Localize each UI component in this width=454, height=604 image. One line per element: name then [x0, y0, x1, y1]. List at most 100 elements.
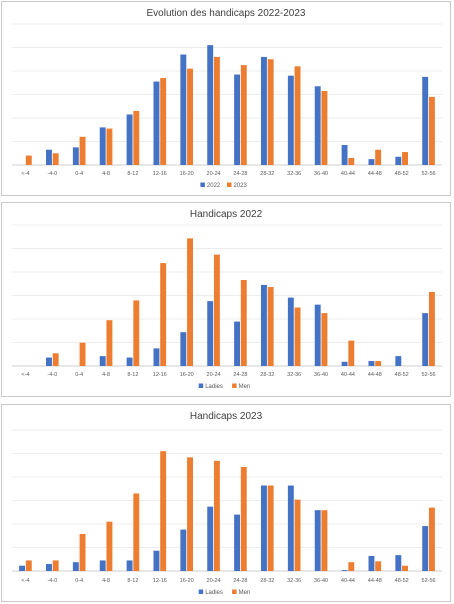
bar-men--4-0 [52, 560, 59, 571]
bar-2023-44-48 [375, 149, 382, 165]
bar-ladies-28-32 [261, 284, 267, 366]
x-tick-label: 28-32 [260, 372, 274, 378]
x-tick-label: 20-24 [207, 578, 221, 584]
bar-men-8-12 [133, 300, 140, 366]
bar-2022-0-4 [72, 147, 79, 165]
bar-2023--4-0 [52, 153, 59, 165]
legend-label-2022: 2022 [207, 183, 221, 189]
x-tick-label: 8-12 [127, 171, 138, 177]
bar-ladies-40-44 [341, 570, 348, 571]
bar-men-44-48 [375, 561, 382, 571]
x-tick-label: 4-8 [102, 372, 110, 378]
bar-2022-40-44 [341, 145, 348, 165]
x-tick-label: 12-16 [153, 372, 167, 378]
x-tick-label: 36-40 [314, 171, 328, 177]
x-tick-label: 20-24 [207, 372, 221, 378]
x-tick-label: 32-36 [287, 372, 301, 378]
x-tick-label: 16-20 [180, 578, 194, 584]
bar-ladies-48-52 [395, 555, 402, 571]
x-tick-label: 32-36 [287, 171, 301, 177]
bar-men-28-32 [267, 287, 274, 366]
x-tick-label: <-4 [21, 171, 29, 177]
bar-men-24-28 [240, 279, 247, 366]
x-tick-label: 4-8 [102, 578, 110, 584]
bar-men-16-20 [187, 238, 193, 366]
bar-2022-28-32 [261, 56, 267, 165]
legend-swatch-ladies [198, 589, 204, 594]
bar-men-20-24 [213, 460, 220, 571]
bar-2023-<-4 [25, 155, 32, 165]
x-tick-label: 20-24 [207, 171, 221, 177]
legend-label-ladies: Ladies [205, 590, 223, 596]
x-tick-label: 24-28 [233, 578, 247, 584]
bar-2022-36-40 [314, 86, 321, 165]
bar-ladies-20-24 [207, 506, 214, 571]
x-tick-label: <-4 [21, 372, 29, 378]
x-tick-label: 16-20 [180, 171, 194, 177]
bar-ladies-32-36 [287, 485, 294, 571]
bar-2022-12-16 [153, 81, 160, 165]
bar-2022-48-52 [395, 156, 402, 165]
x-tick-label: 8-12 [127, 578, 138, 584]
bar-men-4-8 [106, 320, 113, 366]
bar-men-12-16 [160, 451, 167, 571]
bar-ladies-16-20 [180, 332, 187, 366]
bar-2022-8-12 [126, 114, 133, 165]
bar-2023-52-56 [428, 96, 435, 165]
bar-ladies-28-32 [261, 485, 267, 571]
x-tick-label: 28-32 [260, 578, 274, 584]
chart-title: Handicaps 2023 [189, 411, 263, 422]
bar-men-36-40 [321, 510, 328, 571]
bar-ladies-16-20 [180, 529, 187, 571]
bar-2023-28-32 [267, 59, 274, 165]
bar-ladies-44-48 [368, 556, 375, 571]
chart-title: Handicaps 2022 [189, 209, 263, 220]
bar-2022-24-28 [234, 74, 241, 165]
bar-ladies-20-24 [207, 301, 214, 366]
x-tick-label: 48-52 [395, 578, 409, 584]
x-tick-label: 0-4 [75, 171, 83, 177]
bar-2023-20-24 [213, 56, 220, 165]
legend-label-men: Men [239, 384, 251, 390]
legend-swatch-2023 [227, 182, 232, 187]
bar-2022-52-56 [422, 76, 429, 165]
x-tick-label: 4-8 [102, 171, 110, 177]
bar-2023-12-16 [160, 78, 167, 165]
bar-ladies-48-52 [395, 356, 402, 366]
legend-label-ladies: Ladies [205, 384, 223, 390]
chart-panel-evolution: Evolution des handicaps 2022-2023 <-4 -4-… [1, 1, 451, 196]
bar-men-8-12 [133, 493, 140, 571]
bar-ladies-52-56 [422, 526, 429, 571]
x-tick-label: 44-48 [368, 578, 382, 584]
legend-swatch-ladies [198, 383, 204, 388]
bar-ladies-36-40 [314, 304, 321, 366]
bar-men-20-24 [213, 254, 220, 366]
bar-2023-16-20 [187, 68, 193, 165]
x-tick-label: 0-4 [75, 372, 83, 378]
bar-ladies-4-8 [99, 560, 106, 571]
bar-ladies-12-16 [153, 348, 160, 366]
bar-men-0-4 [79, 533, 86, 571]
x-tick-label: 44-48 [368, 372, 382, 378]
chart-panel-2022: Handicaps 2022 <-4 -4-0 0-4 4-8 8-12 12-16 16-… [1, 202, 451, 397]
bar-men-52-56 [428, 507, 435, 571]
bar-men-<-4 [25, 560, 32, 571]
bar-chart-2023: <-4 -4-0 0-4 4-8 8-12 12-16 16-20 20-24 24-28 28-… [12, 429, 442, 596]
legend-swatch-men [232, 589, 237, 594]
legend-swatch-2022 [200, 182, 205, 187]
bar-ladies-<-4 [19, 565, 26, 571]
bar-men-24-28 [240, 467, 247, 571]
bar-2023-8-12 [133, 110, 140, 165]
bar-men-44-48 [375, 361, 382, 366]
bar-ladies-8-12 [126, 560, 133, 571]
x-tick-label: 48-52 [395, 171, 409, 177]
x-tick-label: 52-56 [422, 372, 436, 378]
chart-panel-2023: Handicaps 2023 <-4 -4-0 0-4 4-8 8-12 12-16 16-… [1, 404, 451, 602]
bar-ladies-4-8 [99, 356, 106, 366]
x-tick-label: -4-0 [47, 578, 57, 584]
chart-title: Evolution des handicaps 2022-2023 [146, 8, 306, 19]
x-tick-label: 40-44 [341, 171, 355, 177]
bar-men-40-44 [348, 562, 355, 571]
bar-2023-24-28 [240, 65, 247, 165]
bar-men-0-4 [79, 342, 86, 366]
